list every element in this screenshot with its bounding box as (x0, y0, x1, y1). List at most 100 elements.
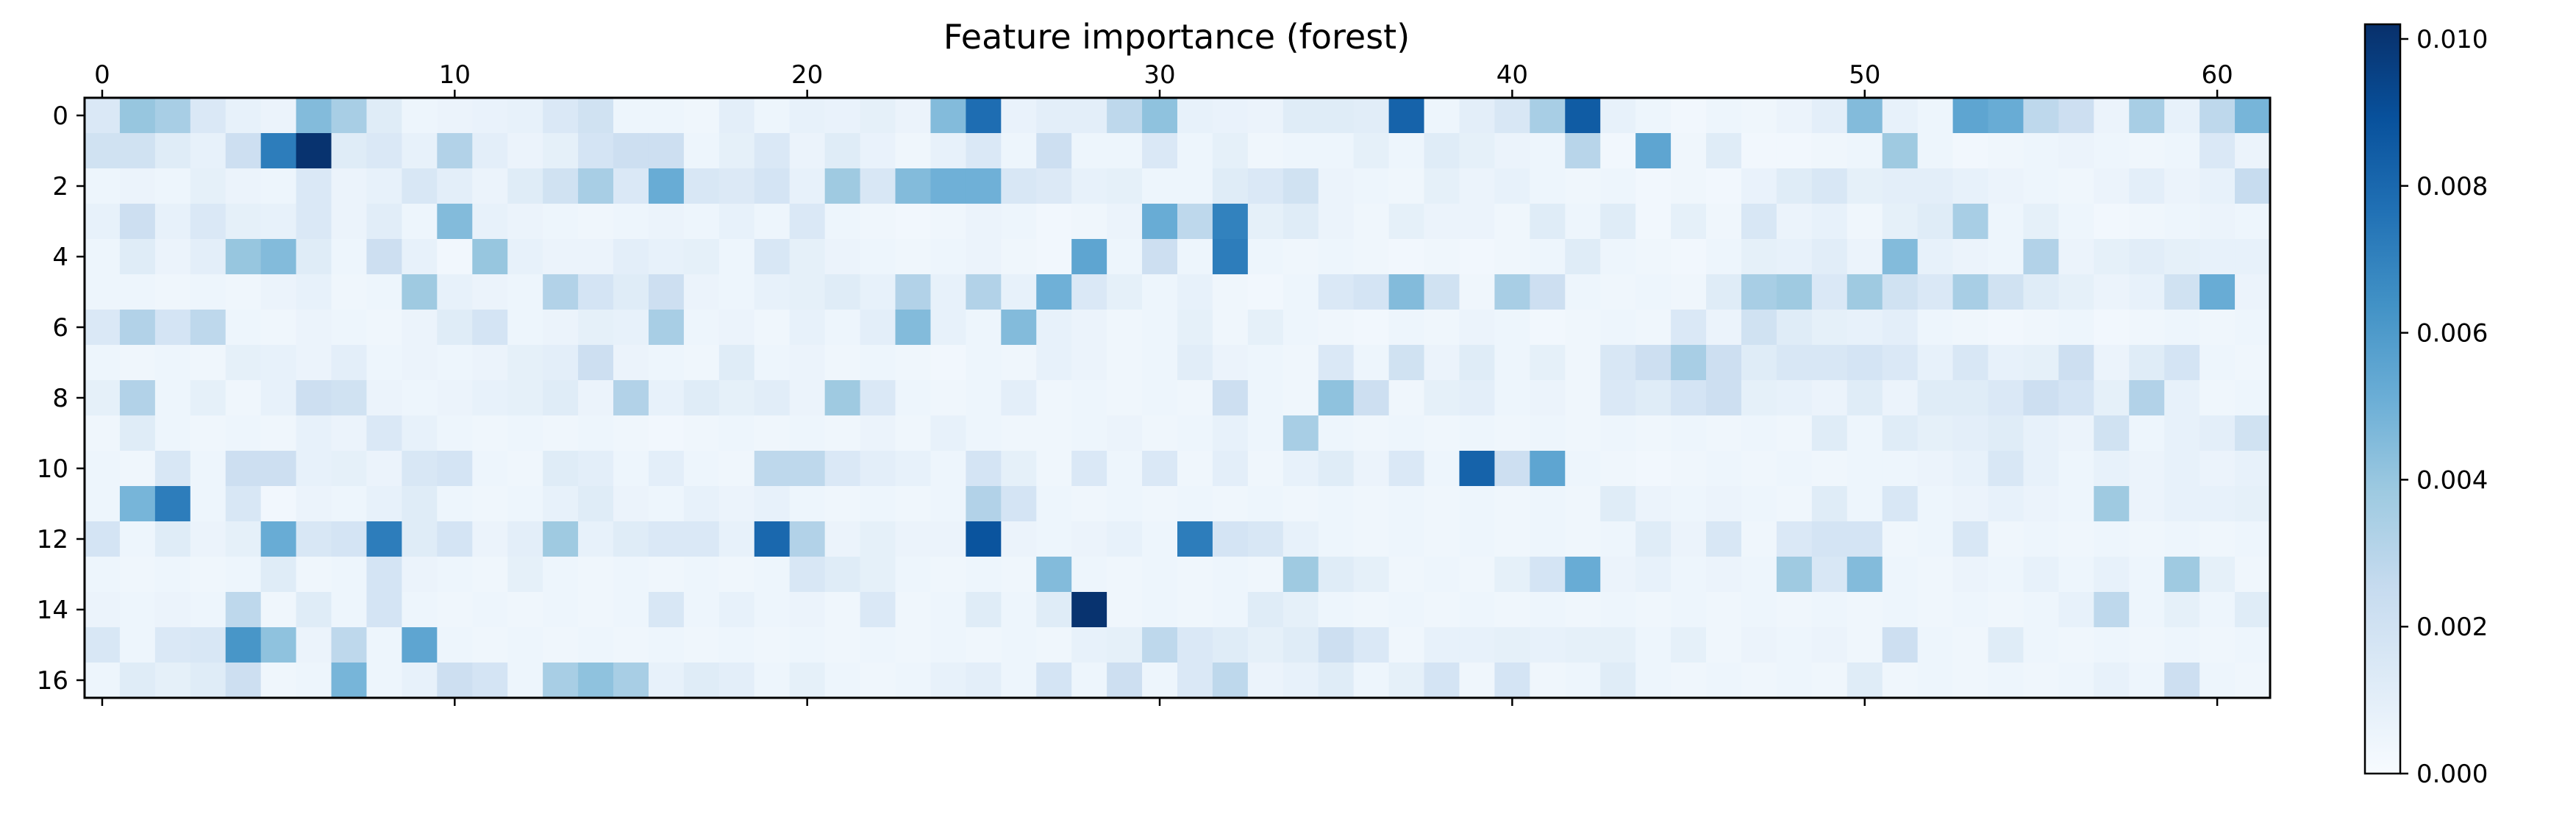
heatmap-cell (1494, 168, 1530, 204)
heatmap-cell (1635, 592, 1671, 628)
heatmap-cell (1600, 557, 1636, 593)
heatmap-cell (2058, 345, 2094, 381)
heatmap-cell (366, 486, 403, 522)
heatmap-cell (1494, 310, 1530, 346)
heatmap-cell (860, 310, 896, 346)
heatmap-cell (1459, 627, 1496, 663)
heatmap-cell (543, 451, 579, 487)
heatmap-cell (1459, 663, 1496, 699)
heatmap-cell (578, 168, 614, 204)
heatmap-cell (613, 521, 649, 557)
heatmap-cell (1247, 204, 1284, 240)
heatmap-cell (648, 345, 685, 381)
heatmap-cell (1177, 592, 1213, 628)
heatmap-cell (1917, 486, 1954, 522)
heatmap-cell (543, 627, 579, 663)
heatmap-cell (402, 204, 438, 240)
heatmap-cell (1318, 592, 1355, 628)
heatmap-cell (85, 663, 121, 699)
heatmap-cell (85, 239, 121, 275)
heatmap-cell (578, 663, 614, 699)
heatmap-cell (402, 415, 438, 451)
heatmap-cell (1107, 521, 1143, 557)
heatmap-cell (683, 521, 720, 557)
heatmap-cell (1565, 663, 1601, 699)
heatmap-cell (1459, 486, 1496, 522)
heatmap-cell (2164, 274, 2200, 310)
heatmap-cell (1107, 345, 1143, 381)
heatmap-cell (1282, 557, 1319, 593)
heatmap-cell (1600, 486, 1636, 522)
heatmap-cell (402, 239, 438, 275)
heatmap-cell (2023, 486, 2059, 522)
heatmap-cell (1388, 627, 1425, 663)
heatmap-cell (437, 486, 473, 522)
heatmap-cell (966, 133, 1002, 169)
heatmap-cell (1247, 239, 1284, 275)
heatmap-cell (1212, 380, 1249, 416)
heatmap-cell (930, 239, 966, 275)
heatmap-cell (648, 310, 685, 346)
heatmap-cell (2023, 204, 2059, 240)
heatmap-cell (1847, 557, 1883, 593)
heatmap-cell (754, 521, 791, 557)
heatmap-cell (1741, 415, 1777, 451)
heatmap-cell (2094, 168, 2130, 204)
heatmap-cell (1142, 415, 1178, 451)
heatmap-cell (2164, 663, 2200, 699)
heatmap-cell (578, 274, 614, 310)
heatmap-cell (1847, 98, 1883, 134)
heatmap-cell (718, 168, 755, 204)
heatmap-cell (1671, 557, 1707, 593)
heatmap-cell (1600, 663, 1636, 699)
heatmap-cell (1706, 98, 1742, 134)
heatmap-cell (1247, 168, 1284, 204)
heatmap-cell (190, 663, 226, 699)
heatmap-cell (1952, 451, 1989, 487)
heatmap-cell (2235, 627, 2271, 663)
heatmap-cell (1001, 204, 1037, 240)
heatmap-cell (1741, 345, 1777, 381)
heatmap-cell (2023, 168, 2059, 204)
y-tick-label: 12 (37, 525, 68, 554)
heatmap-cell (860, 98, 896, 134)
colorbar-tick-label: 0.000 (2416, 760, 2488, 789)
heatmap-cell (1494, 451, 1530, 487)
heatmap-cell (2129, 521, 2165, 557)
heatmap-cell (613, 310, 649, 346)
heatmap-cell (1494, 239, 1530, 275)
heatmap-cell (1917, 380, 1954, 416)
x-tick-label: 40 (1496, 60, 1528, 90)
heatmap-cell (1282, 168, 1319, 204)
heatmap-cell (860, 627, 896, 663)
heatmap-cell (1988, 98, 2024, 134)
heatmap-cell (472, 98, 508, 134)
heatmap-cell (225, 274, 262, 310)
heatmap-cell (190, 380, 226, 416)
heatmap-cell (366, 451, 403, 487)
heatmap-cell (966, 274, 1002, 310)
heatmap-cell (225, 486, 262, 522)
heatmap-cell (2129, 415, 2165, 451)
heatmap-cell (1353, 239, 1390, 275)
heatmap-cell (824, 380, 861, 416)
heatmap-cell (2235, 204, 2271, 240)
heatmap-cell (296, 133, 332, 169)
heatmap-cell (437, 557, 473, 593)
heatmap-cell (718, 274, 755, 310)
heatmap-cell (1459, 274, 1496, 310)
heatmap-cell (1424, 204, 1460, 240)
heatmap-cell (2164, 204, 2200, 240)
x-tick-label: 30 (1143, 60, 1175, 90)
heatmap-cell (119, 133, 156, 169)
heatmap-cell (2058, 557, 2094, 593)
heatmap-cell (1212, 486, 1249, 522)
heatmap-cell (860, 415, 896, 451)
heatmap-cell (895, 310, 932, 346)
heatmap-cell (824, 204, 861, 240)
heatmap-cell (507, 557, 543, 593)
heatmap-cell (2199, 521, 2236, 557)
heatmap-cell (1459, 592, 1496, 628)
heatmap-cell (1671, 380, 1707, 416)
heatmap-cell (754, 133, 791, 169)
